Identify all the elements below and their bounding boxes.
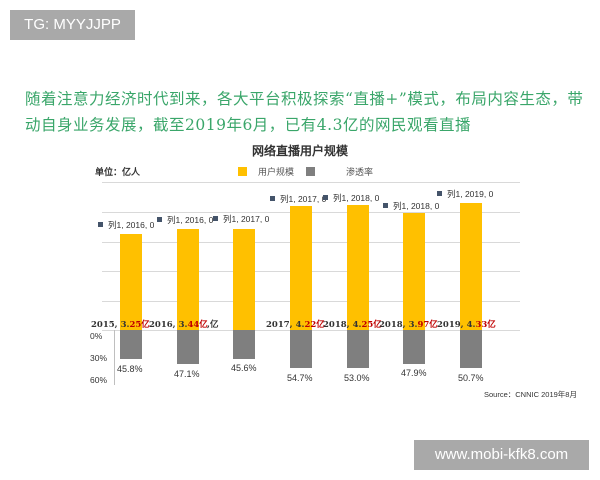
headline-line-1: 随着注意力经济时代到来，各大平台积极探索“直播+”模式，布局内容生态，带 xyxy=(25,90,584,108)
penetration-label: 47.9% xyxy=(401,368,427,378)
headline-text: 随着注意力经济时代到来，各大平台积极探索“直播+”模式，布局内容生态，带 动自身… xyxy=(25,86,595,138)
bar-penetration xyxy=(347,330,369,368)
bar-user-scale xyxy=(120,234,142,330)
y-tick: 30% xyxy=(90,353,108,363)
penetration-label: 45.6% xyxy=(231,363,257,373)
category-label: 2015, 3.25亿 xyxy=(91,320,150,330)
bar-user-scale xyxy=(347,205,369,330)
penetration-axis xyxy=(114,330,115,385)
bar-penetration xyxy=(460,330,482,368)
gridline xyxy=(102,182,520,183)
series-marker-icon xyxy=(213,216,218,221)
category-label: ,亿 xyxy=(207,320,219,330)
bar-user-scale xyxy=(460,203,482,330)
series-marker-icon xyxy=(437,191,442,196)
legend-swatch-user-scale xyxy=(238,167,247,176)
legend-swatch-penetration xyxy=(306,167,315,176)
series-label: 列1, 2016, 0 xyxy=(157,214,213,226)
bar-penetration xyxy=(290,330,312,368)
series-marker-icon xyxy=(98,222,103,227)
bar-penetration xyxy=(403,330,425,364)
y-tick: 60% xyxy=(90,375,108,385)
bar-user-scale xyxy=(290,206,312,330)
legend-label-penetration: 渗透率 xyxy=(346,168,374,178)
series-label: 列1, 2018, 0 xyxy=(383,200,439,212)
bar-user-scale xyxy=(233,229,255,330)
series-label: 列1, 2017, 0 xyxy=(213,213,269,225)
watermark-bottom: www.mobi-kfk8.com xyxy=(414,440,589,470)
unit-label: 单位：亿人 xyxy=(95,168,141,178)
category-label: 2016, 3.44亿 xyxy=(149,320,208,330)
penetration-label: 45.8% xyxy=(117,364,143,374)
penetration-label: 50.7% xyxy=(458,373,484,383)
bar-penetration xyxy=(177,330,199,364)
penetration-label: 53.0% xyxy=(344,373,370,383)
series-label: 列1, 2017, 0 xyxy=(270,193,326,205)
category-label: 2018, 4.25亿 xyxy=(323,320,382,330)
series-marker-icon xyxy=(323,195,328,200)
penetration-label: 47.1% xyxy=(174,369,200,379)
chart-title: 网络直播用户规模 xyxy=(251,144,348,158)
bar-user-scale xyxy=(177,229,199,330)
headline-line-2: 动自身业务发展，截至2019年6月，已有4.3亿的网民观看直播 xyxy=(25,116,471,134)
source-note: Source：CNNIC 2019年8月 xyxy=(484,390,577,399)
y-tick: 0% xyxy=(90,331,103,341)
series-marker-icon xyxy=(383,203,388,208)
category-label: 2018, 3.97亿 xyxy=(379,320,438,330)
bar-penetration xyxy=(233,330,255,359)
bar-penetration xyxy=(120,330,142,359)
watermark-top: TG: MYYJJPP xyxy=(10,10,135,40)
category-label: 2017, 4.22亿 xyxy=(266,320,325,330)
series-label: 列1, 2019, 0 xyxy=(437,188,493,200)
legend-label-user-scale: 用户规模 xyxy=(258,168,295,178)
series-label: 列1, 2016, 0 xyxy=(98,219,154,231)
series-marker-icon xyxy=(270,196,275,201)
series-label: 列1, 2018, 0 xyxy=(323,192,379,204)
bar-user-scale xyxy=(403,213,425,330)
category-label: 2019, 4.33亿 xyxy=(437,320,496,330)
series-marker-icon xyxy=(157,217,162,222)
penetration-label: 54.7% xyxy=(287,373,313,383)
